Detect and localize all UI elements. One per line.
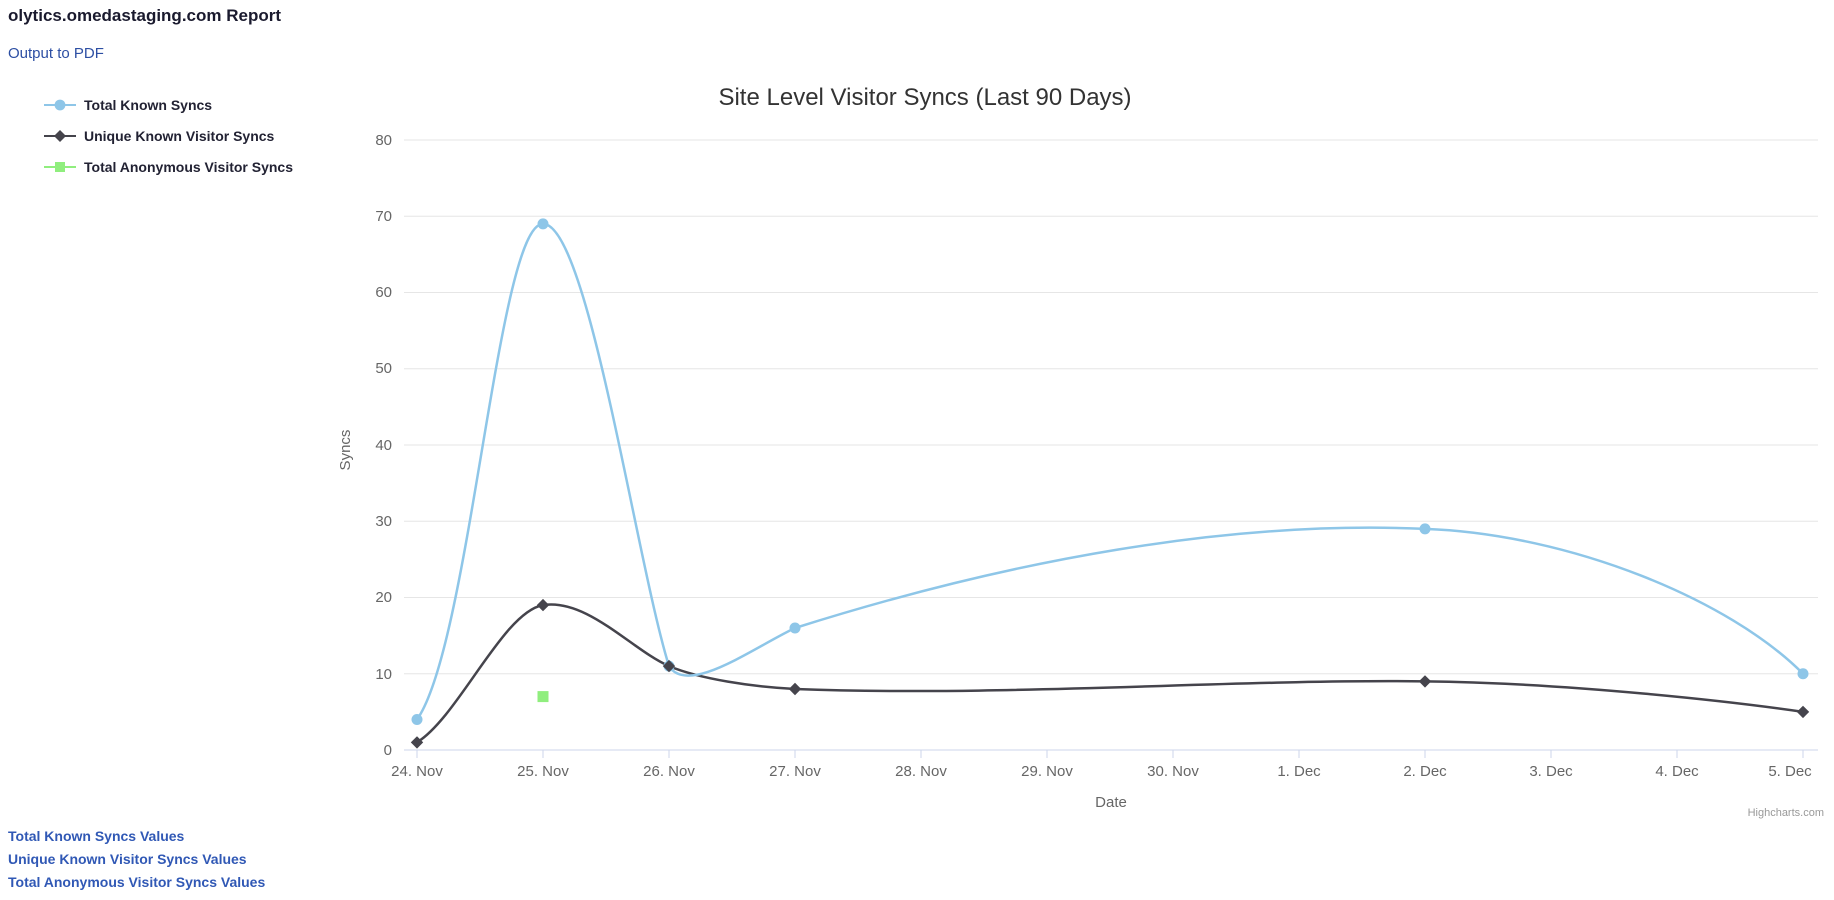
svg-text:20: 20 [375,589,392,606]
svg-text:1. Dec: 1. Dec [1277,763,1321,780]
svg-text:10: 10 [375,666,392,683]
svg-text:26. Nov: 26. Nov [643,763,695,780]
svg-text:70: 70 [375,208,392,225]
svg-text:3. Dec: 3. Dec [1529,763,1573,780]
svg-text:4. Dec: 4. Dec [1655,763,1699,780]
svg-text:30: 30 [375,513,392,530]
svg-text:0: 0 [384,742,392,759]
svg-text:80: 80 [375,132,392,149]
svg-text:27. Nov: 27. Nov [769,763,821,780]
svg-text:30. Nov: 30. Nov [1147,763,1199,780]
svg-text:50: 50 [375,360,392,377]
svg-text:Syncs: Syncs [337,430,354,471]
svg-text:29. Nov: 29. Nov [1021,763,1073,780]
svg-text:2. Dec: 2. Dec [1403,763,1447,780]
svg-text:25. Nov: 25. Nov [517,763,569,780]
svg-text:Site Level Visitor Syncs (Last: Site Level Visitor Syncs (Last 90 Days) [718,84,1131,111]
svg-text:24. Nov: 24. Nov [391,763,443,780]
svg-text:40: 40 [375,437,392,454]
svg-text:Date: Date [1095,794,1127,811]
svg-text:28. Nov: 28. Nov [895,763,947,780]
svg-text:60: 60 [375,284,392,301]
svg-text:5. Dec: 5. Dec [1768,763,1812,780]
